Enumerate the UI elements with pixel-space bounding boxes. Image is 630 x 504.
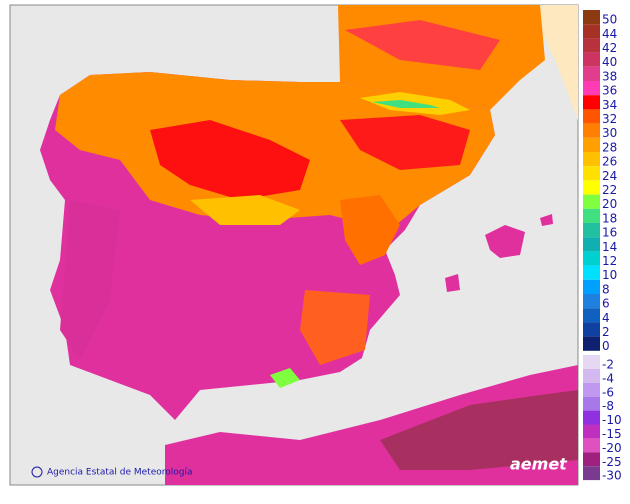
legend: 5044424038363432302826242220181614121086…: [583, 10, 622, 483]
legend-label: 18: [602, 211, 617, 225]
legend-swatch: [583, 396, 600, 411]
legend-swatch: [583, 294, 600, 309]
legend-swatch: [583, 223, 600, 238]
legend-swatch: [583, 109, 600, 124]
footer: Agencia Estatal de Meteorología aemet: [31, 455, 568, 478]
legend-label: 42: [602, 41, 617, 55]
legend-label: -30: [602, 469, 622, 483]
legend-swatch: [583, 438, 600, 453]
france-hot: [345, 20, 500, 70]
legend-label: 40: [602, 55, 617, 69]
logo: aemet: [510, 455, 568, 474]
legend-swatch: [583, 308, 600, 323]
mallorca: [485, 225, 525, 258]
legend-swatch: [583, 123, 600, 138]
legend-swatch: [583, 355, 600, 369]
legend-swatch: [583, 382, 600, 397]
meseta-hot: [150, 120, 310, 200]
legend-swatch: [583, 10, 600, 25]
ibiza: [445, 274, 460, 292]
legend-label: 14: [602, 240, 617, 254]
pyrenees-cool: [372, 100, 440, 108]
legend-swatch: [583, 208, 600, 223]
central-range: [190, 195, 300, 225]
legend-label: -10: [602, 413, 622, 427]
levante: [340, 195, 400, 265]
legend-label: 4: [602, 311, 610, 325]
legend-label: -25: [602, 455, 622, 469]
legend-label: 24: [602, 169, 617, 183]
legend-label: 8: [602, 282, 610, 296]
legend-swatch: [583, 424, 600, 439]
legend-swatch: [583, 152, 600, 167]
legend-swatch: [583, 166, 600, 181]
legend-swatch: [583, 66, 600, 81]
legend-swatch: [583, 251, 600, 266]
legend-label: -8: [602, 399, 614, 413]
southeast: [300, 290, 370, 365]
legend-label: 0: [602, 339, 610, 353]
legend-label: 16: [602, 226, 617, 240]
legend-label: -2: [602, 357, 614, 371]
legend-swatch: [583, 452, 600, 467]
legend-swatch: [583, 336, 600, 351]
legend-swatch: [583, 410, 600, 425]
atlas: [380, 390, 578, 470]
sierra-nevada: [270, 368, 300, 388]
legend-label: 10: [602, 268, 617, 282]
legend-swatch: [583, 237, 600, 252]
legend-label: 44: [602, 27, 617, 41]
land-edge: [530, 5, 578, 120]
legend-label: 6: [602, 297, 610, 311]
legend-swatch: [583, 279, 600, 294]
legend-swatch: [583, 322, 600, 337]
ebro-hot: [340, 115, 470, 170]
credit: Agencia Estatal de Meteorología: [47, 468, 193, 478]
legend-label: 36: [602, 84, 617, 98]
legend-label: 50: [602, 13, 617, 27]
legend-swatch: [583, 180, 600, 195]
portugal: [60, 200, 120, 360]
legend-label: 28: [602, 140, 617, 154]
legend-swatch: [583, 95, 600, 110]
legend-swatch: [583, 81, 600, 96]
menorca: [540, 214, 553, 226]
legend-label: -15: [602, 427, 622, 441]
legend-label: 30: [602, 126, 617, 140]
legend-swatch: [583, 368, 600, 383]
legend-label: 20: [602, 197, 617, 211]
legend-label: 34: [602, 98, 617, 112]
legend-label: 22: [602, 183, 617, 197]
legend-label: 38: [602, 69, 617, 83]
legend-swatch: [583, 466, 600, 481]
legend-label: 32: [602, 112, 617, 126]
legend-swatch: [583, 194, 600, 209]
legend-swatch: [583, 38, 600, 53]
legend-swatch: [583, 52, 600, 67]
legend-swatch: [583, 24, 600, 39]
legend-label: 26: [602, 155, 617, 169]
legend-label: -6: [602, 385, 614, 399]
legend-label: -4: [602, 371, 614, 385]
legend-swatch: [583, 137, 600, 152]
legend-label: -20: [602, 441, 622, 455]
legend-label: 2: [602, 325, 610, 339]
legend-label: 12: [602, 254, 617, 268]
logo-icon: [31, 466, 43, 478]
legend-swatch: [583, 265, 600, 280]
map: [9, 4, 579, 486]
